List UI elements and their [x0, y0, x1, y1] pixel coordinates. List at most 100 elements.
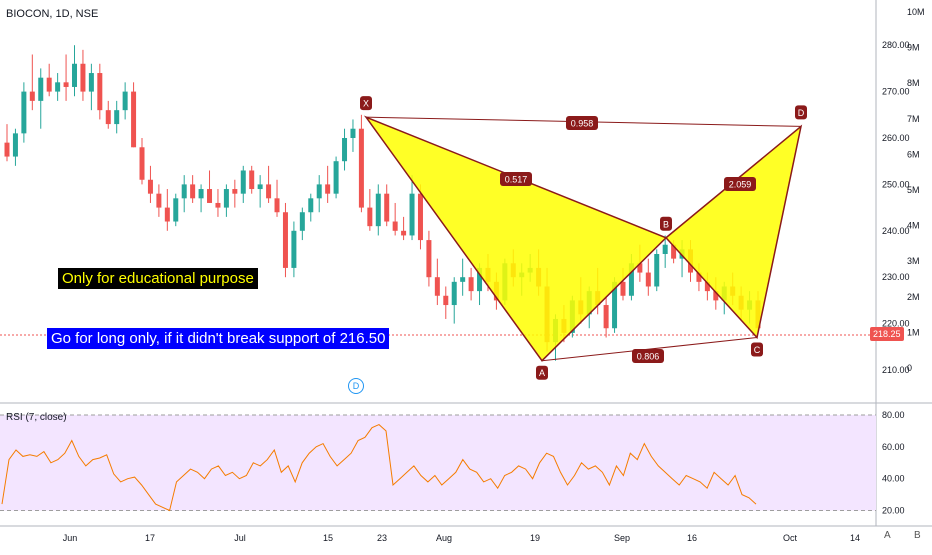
- ratio-label: 2.059: [729, 180, 752, 190]
- volume-tick-label: 2M: [907, 292, 920, 302]
- volume-tick-label: 0: [907, 363, 912, 373]
- candle-body: [316, 184, 322, 199]
- candle-body: [63, 82, 69, 87]
- volume-tick-label: 10M: [907, 7, 925, 17]
- candle-body: [173, 198, 179, 222]
- candle-body: [409, 193, 415, 236]
- time-tick-label: 16: [687, 533, 697, 543]
- candle-body: [645, 272, 651, 287]
- pattern-point-badge: [360, 96, 372, 111]
- candle-body: [392, 221, 398, 231]
- rsi-tick-label: 80.00: [882, 410, 905, 420]
- candle-body: [29, 91, 35, 101]
- price-tick-label: 250.00: [882, 179, 910, 189]
- candle-body: [350, 128, 356, 138]
- candle-body: [122, 91, 128, 111]
- ratio-badge: [566, 116, 598, 130]
- candle-body: [114, 110, 120, 125]
- time-tick-label: Aug: [436, 533, 452, 543]
- pattern-point-badge: [751, 342, 763, 357]
- candle-body: [426, 240, 432, 278]
- ratio-badge: [500, 172, 532, 186]
- candle-body: [367, 207, 373, 227]
- candle-body: [215, 202, 221, 208]
- pattern-point-label: X: [363, 99, 369, 109]
- candle-body: [620, 281, 626, 296]
- candle-body: [80, 63, 86, 92]
- candle-body: [308, 198, 314, 213]
- candle-body: [240, 170, 246, 194]
- time-tick-label: 23: [377, 533, 387, 543]
- candle-body: [72, 63, 78, 87]
- candle-body: [257, 184, 263, 190]
- candle-body: [223, 189, 229, 208]
- rsi-band: [0, 415, 876, 511]
- candle-body: [97, 73, 103, 111]
- volume-tick-label: 8M: [907, 78, 920, 88]
- time-tick-label: Jun: [63, 533, 78, 543]
- pattern-point-label: B: [663, 219, 669, 229]
- candle-body: [139, 147, 145, 180]
- volume-tick-label: 5M: [907, 185, 920, 195]
- candle-body: [249, 170, 255, 190]
- candle-body: [291, 230, 297, 268]
- candle-body: [696, 272, 702, 282]
- price-tick-label: 270.00: [882, 87, 910, 97]
- candle-body: [671, 244, 677, 259]
- candle-body: [342, 138, 348, 162]
- auto-scale-button[interactable]: A: [884, 530, 891, 541]
- candle-body: [88, 73, 94, 92]
- candle-body: [207, 189, 213, 203]
- candle-body: [55, 82, 61, 92]
- ratio-badge: [632, 349, 664, 363]
- pattern-point-badge: [660, 216, 672, 231]
- candle-body: [628, 263, 634, 296]
- ratio-label: 0.806: [637, 352, 660, 362]
- dividend-marker[interactable]: D: [348, 378, 364, 394]
- candle-body: [468, 277, 474, 292]
- price-tick-label: 260.00: [882, 133, 910, 143]
- volume-tick-label: 1M: [907, 327, 920, 337]
- candle-body: [401, 230, 407, 236]
- rsi-tick-label: 60.00: [882, 442, 905, 452]
- ratio-badge: [724, 177, 756, 191]
- time-tick-label: 17: [145, 533, 155, 543]
- candle-body: [333, 161, 339, 194]
- price-tick-label: 230.00: [882, 272, 910, 282]
- price-tick-label: 240.00: [882, 226, 910, 236]
- candle-body: [603, 305, 609, 329]
- candle-body: [147, 179, 153, 194]
- candle-body: [46, 77, 52, 92]
- candle-body: [637, 263, 643, 273]
- price-tick-label: 220.00: [882, 319, 910, 329]
- time-tick-label: Jul: [234, 533, 246, 543]
- candle-body: [266, 184, 272, 199]
- time-tick-label: 15: [323, 533, 333, 543]
- symbol-label: BIOCON, 1D, NSE: [6, 8, 99, 20]
- pattern-xab-triangle: [363, 115, 668, 362]
- time-tick-label: Sep: [614, 533, 630, 543]
- candle-body: [4, 142, 10, 157]
- educational-note: Only for educational purpose: [58, 268, 258, 289]
- candle-body: [38, 77, 44, 101]
- ratio-label: 0.517: [505, 175, 528, 185]
- candle-body: [612, 281, 618, 329]
- candle-body: [274, 198, 280, 213]
- pattern-point-label: D: [798, 108, 805, 118]
- candle-body: [156, 193, 162, 208]
- last-price-badge: 218.25: [870, 327, 904, 341]
- rsi-line: [1, 424, 757, 512]
- rsi-title: RSI (7, close): [6, 412, 67, 423]
- volume-tick-label: 3M: [907, 256, 920, 266]
- log-scale-button[interactable]: B: [914, 530, 921, 541]
- ratio-label: 0.958: [571, 119, 594, 129]
- candle-body: [417, 193, 423, 241]
- candle-body: [358, 128, 364, 208]
- volume-tick-label: 4M: [907, 221, 920, 231]
- candle-body: [232, 189, 238, 194]
- time-tick-label: Oct: [783, 533, 798, 543]
- pattern-point-label: A: [539, 368, 545, 378]
- candle-body: [105, 110, 111, 125]
